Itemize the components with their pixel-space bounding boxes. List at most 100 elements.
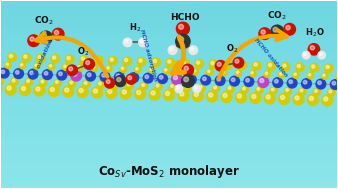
Circle shape xyxy=(8,53,17,62)
Circle shape xyxy=(123,57,131,66)
Circle shape xyxy=(273,27,278,32)
Circle shape xyxy=(168,46,177,54)
Circle shape xyxy=(250,70,256,77)
Circle shape xyxy=(96,57,99,61)
Circle shape xyxy=(267,62,275,70)
Circle shape xyxy=(87,73,91,77)
Bar xyxy=(1,18,337,19)
Bar xyxy=(1,60,337,61)
Circle shape xyxy=(97,81,105,88)
Circle shape xyxy=(176,22,189,35)
Circle shape xyxy=(48,64,54,70)
Bar xyxy=(1,87,337,88)
Circle shape xyxy=(115,72,124,82)
Circle shape xyxy=(113,83,116,85)
Circle shape xyxy=(155,83,162,90)
Circle shape xyxy=(264,93,275,104)
Circle shape xyxy=(41,80,44,83)
Bar xyxy=(1,110,337,111)
Circle shape xyxy=(178,90,189,101)
Bar xyxy=(1,80,337,81)
Circle shape xyxy=(258,77,269,88)
Circle shape xyxy=(207,91,218,102)
Circle shape xyxy=(195,60,203,68)
Circle shape xyxy=(256,86,263,94)
Bar xyxy=(1,138,337,139)
Bar xyxy=(1,177,337,178)
Bar xyxy=(1,64,337,65)
Bar xyxy=(1,102,337,103)
Circle shape xyxy=(309,96,313,101)
Circle shape xyxy=(107,67,109,69)
Bar xyxy=(1,70,337,71)
Circle shape xyxy=(233,57,244,68)
Circle shape xyxy=(54,79,62,87)
Circle shape xyxy=(71,70,81,81)
Circle shape xyxy=(67,65,77,76)
Bar xyxy=(1,90,337,91)
Circle shape xyxy=(6,63,8,66)
Bar xyxy=(1,124,337,125)
Circle shape xyxy=(182,60,185,64)
Bar xyxy=(1,15,337,17)
Circle shape xyxy=(236,71,239,74)
Bar xyxy=(1,22,337,23)
Circle shape xyxy=(326,65,329,69)
Circle shape xyxy=(192,68,198,75)
Bar xyxy=(1,182,337,183)
Circle shape xyxy=(19,63,26,69)
Bar xyxy=(1,63,337,64)
Circle shape xyxy=(37,54,45,63)
Circle shape xyxy=(170,47,173,51)
Circle shape xyxy=(64,65,66,67)
Circle shape xyxy=(207,69,213,75)
Circle shape xyxy=(92,66,95,69)
Text: HCHO adsorption: HCHO adsorption xyxy=(139,29,158,82)
Circle shape xyxy=(169,83,176,91)
Bar xyxy=(1,77,337,78)
Circle shape xyxy=(70,81,73,84)
Circle shape xyxy=(51,54,59,63)
Bar xyxy=(1,111,337,112)
Circle shape xyxy=(328,89,335,96)
Bar xyxy=(1,82,337,83)
Text: O$_2$: O$_2$ xyxy=(226,43,239,55)
Circle shape xyxy=(108,89,112,94)
Circle shape xyxy=(280,73,282,75)
Circle shape xyxy=(252,61,261,70)
Bar xyxy=(1,118,337,119)
Bar xyxy=(1,119,337,120)
Circle shape xyxy=(230,76,239,86)
Circle shape xyxy=(115,76,126,87)
Circle shape xyxy=(78,66,80,68)
Bar xyxy=(1,25,337,26)
Circle shape xyxy=(224,60,232,69)
Circle shape xyxy=(43,70,52,80)
Bar xyxy=(1,75,337,76)
Circle shape xyxy=(126,74,136,84)
Bar xyxy=(1,123,337,124)
Circle shape xyxy=(308,44,320,55)
Circle shape xyxy=(252,94,256,98)
Circle shape xyxy=(254,63,257,66)
Circle shape xyxy=(176,86,179,89)
Circle shape xyxy=(100,72,110,81)
Circle shape xyxy=(270,87,277,94)
Circle shape xyxy=(294,73,296,75)
Circle shape xyxy=(5,62,11,68)
Circle shape xyxy=(308,74,311,76)
Circle shape xyxy=(268,63,272,67)
Circle shape xyxy=(261,30,265,34)
Bar xyxy=(1,183,337,184)
Circle shape xyxy=(329,90,332,93)
Circle shape xyxy=(81,57,84,60)
Circle shape xyxy=(182,64,194,76)
Bar xyxy=(1,92,337,93)
Bar xyxy=(1,58,337,59)
Circle shape xyxy=(30,37,34,41)
Circle shape xyxy=(336,74,338,80)
Circle shape xyxy=(293,94,304,105)
Circle shape xyxy=(271,88,274,91)
Circle shape xyxy=(196,61,200,64)
Text: CO$_2$: CO$_2$ xyxy=(267,9,287,22)
